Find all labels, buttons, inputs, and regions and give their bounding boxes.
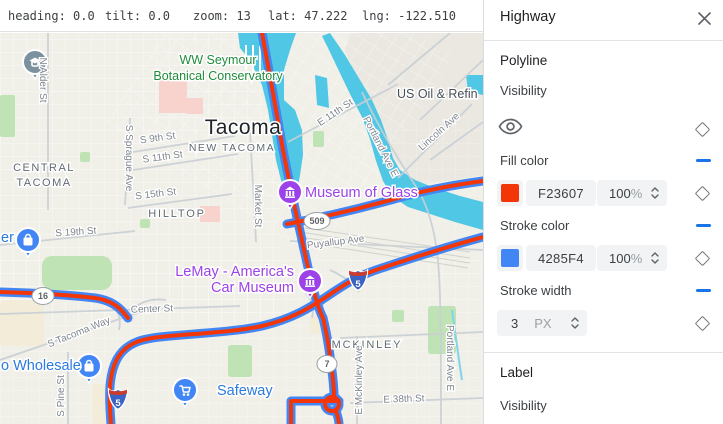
percent-sign: % xyxy=(630,185,643,201)
divider xyxy=(484,40,723,41)
map-canvas[interactable]: 509 16 7 5 xyxy=(0,33,483,424)
svg-text:N Alder St: N Alder St xyxy=(37,57,48,102)
poi-pin-wholesale[interactable] xyxy=(76,353,102,384)
label-visibility-label: Visibility xyxy=(500,398,547,413)
camera-status-bar: heading: 0.0 tilt: 0.0 zoom: 13 lat: 47.… xyxy=(0,0,483,32)
status-heading: heading: 0.0 xyxy=(8,9,95,23)
stroke-width-stepper[interactable] xyxy=(570,316,580,330)
remove-stroke-dash-icon[interactable] xyxy=(696,224,711,227)
map-label-lemay[interactable]: LeMay - America's xyxy=(174,263,296,282)
svg-text:509: 509 xyxy=(309,216,324,226)
poi-pin-school[interactable] xyxy=(22,49,48,80)
map-region: heading: 0.0 tilt: 0.0 zoom: 13 lat: 47.… xyxy=(0,0,483,424)
fill-opacity-input[interactable]: 100% xyxy=(597,180,667,206)
map-label-safeway[interactable]: Safeway xyxy=(216,382,275,401)
stroke-width-unit: PX xyxy=(534,315,552,331)
map-label-mckinley: MCKINLEY xyxy=(332,339,403,351)
svg-text:S Pine St: S Pine St xyxy=(56,375,67,417)
svg-text:5: 5 xyxy=(355,279,361,290)
stroke-width-value: 3 xyxy=(511,315,519,331)
status-lng: lng: -122.510 xyxy=(362,9,456,23)
fill-color-label: Fill color xyxy=(500,153,549,168)
svg-text:16: 16 xyxy=(38,291,48,301)
stroke-width-label: Stroke width xyxy=(500,283,572,298)
keyframe-diamond-fill[interactable] xyxy=(694,185,711,202)
fill-opacity-value: 100 xyxy=(609,185,631,201)
shield-sr509: 509 xyxy=(303,212,331,230)
stroke-opacity-value: 100 xyxy=(609,250,631,266)
stroke-opacity-input[interactable]: 100% xyxy=(597,245,667,271)
hospital-zones xyxy=(159,79,220,222)
status-lat: lat: 47.222 xyxy=(268,9,348,23)
svg-text:E McKinley Ave: E McKinley Ave xyxy=(354,345,365,415)
poi-pin-store-west[interactable] xyxy=(15,227,41,258)
polyline-visibility-label: Visibility xyxy=(500,83,547,98)
fill-hex-input[interactable]: F23607 xyxy=(526,180,596,206)
svg-text:5: 5 xyxy=(115,398,121,409)
svg-text:S Sprague Ave: S Sprague Ave xyxy=(123,125,134,192)
status-zoom: zoom: 13 xyxy=(193,9,251,23)
route-shields: 509 16 7 5 xyxy=(31,212,369,411)
map-label-museum-of-glass[interactable]: Museum of Glass xyxy=(304,184,420,203)
section-label: Label xyxy=(500,365,534,380)
map-label-central-tacoma: CENTRAL xyxy=(13,162,75,174)
style-editor-panel: Highway Polyline Visibility Fill color F… xyxy=(483,0,723,424)
map-label-central-tacoma-2: TACOMA xyxy=(16,177,71,189)
svg-text:Market St: Market St xyxy=(252,185,263,228)
map-label-wholesale[interactable]: o Wholesale xyxy=(0,357,82,376)
poi-pin-lemay-museum[interactable] xyxy=(297,268,323,299)
poi-pin-safeway[interactable] xyxy=(172,377,198,408)
fill-opacity-stepper[interactable] xyxy=(650,186,660,200)
map-label-conservatory[interactable]: WW Seymour xyxy=(178,52,258,69)
percent-sign: % xyxy=(630,250,643,266)
fill-color-swatch[interactable] xyxy=(497,180,523,206)
panel-title: Highway xyxy=(500,9,556,25)
map-label-us-oil: US Oil & Refin xyxy=(397,87,478,101)
stroke-width-input[interactable]: 3 PX xyxy=(497,310,587,336)
svg-text:Center St: Center St xyxy=(131,303,174,315)
keyframe-diamond-stroke[interactable] xyxy=(694,250,711,267)
keyframe-diamond-visibility[interactable] xyxy=(694,121,711,138)
svg-text:S 19th St: S 19th St xyxy=(55,226,97,240)
stroke-color-label: Stroke color xyxy=(500,218,570,233)
visibility-eye-icon[interactable] xyxy=(498,118,523,138)
remove-fill-dash-icon[interactable] xyxy=(696,159,711,162)
remove-width-dash-icon[interactable] xyxy=(696,289,711,292)
map-label-conservatory-2[interactable]: Botanical Conservatory xyxy=(152,68,285,85)
fill-color-swatch-inner xyxy=(501,184,519,202)
map-label-hilltop: HILLTOP xyxy=(148,208,205,220)
poi-pins xyxy=(15,49,323,408)
section-polyline: Polyline xyxy=(500,53,548,68)
close-icon[interactable] xyxy=(694,8,714,28)
svg-text:7: 7 xyxy=(324,359,329,369)
creek xyxy=(451,309,463,381)
map-label-new-tacoma: NEW TACOMA xyxy=(189,142,275,154)
shield-i5-north: 5 xyxy=(347,268,369,292)
stroke-color-swatch[interactable] xyxy=(497,245,523,271)
stroke-opacity-stepper[interactable] xyxy=(650,251,660,265)
park-areas xyxy=(0,95,456,377)
poi-pin-museum-of-glass[interactable] xyxy=(277,179,303,210)
svg-text:E 38th St: E 38th St xyxy=(383,393,425,405)
shield-sr7: 7 xyxy=(316,355,338,373)
stroke-color-swatch-inner xyxy=(501,249,519,267)
stroke-hex-input[interactable]: 4285F4 xyxy=(526,245,596,271)
divider xyxy=(484,352,723,353)
map-label-partial-er[interactable]: er xyxy=(0,229,16,248)
shield-i5-south: 5 xyxy=(107,387,129,411)
map-label-lemay-2[interactable]: Car Museum xyxy=(210,279,296,298)
svg-text:Portland Ave E: Portland Ave E xyxy=(444,325,455,391)
keyframe-diamond-width[interactable] xyxy=(694,315,711,332)
status-tilt: tilt: 0.0 xyxy=(105,9,171,23)
map-label-tacoma: Tacoma xyxy=(205,116,282,139)
shield-sr16: 16 xyxy=(31,287,55,305)
roads xyxy=(0,33,483,424)
